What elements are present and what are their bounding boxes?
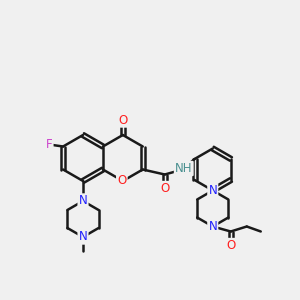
Text: O: O [117, 175, 127, 188]
Text: N: N [208, 220, 217, 233]
Text: O: O [118, 113, 128, 127]
Text: O: O [226, 239, 236, 252]
Text: F: F [46, 138, 52, 151]
Text: N: N [208, 184, 217, 197]
Text: O: O [160, 182, 170, 195]
Text: N: N [79, 194, 87, 208]
Text: NH: NH [175, 162, 193, 175]
Text: N: N [79, 230, 87, 244]
